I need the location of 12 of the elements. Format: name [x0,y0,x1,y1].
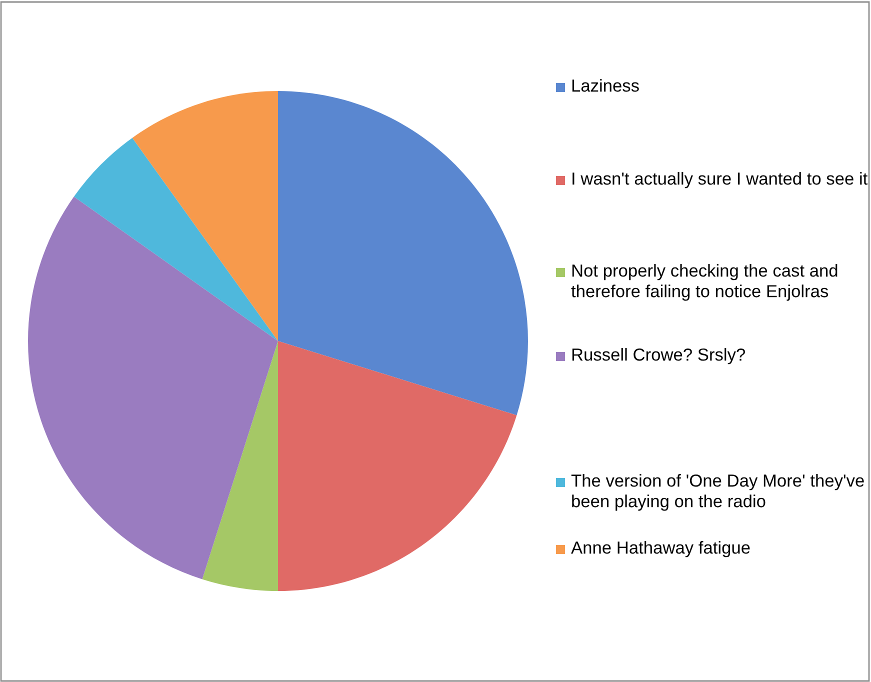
pie-slice [74,138,278,341]
legend-label: Russell Crowe? Srsly? [572,348,745,364]
pie-slice [132,91,278,341]
pie-slice [278,91,528,416]
legend-label: Not properly checking the cast and therefore failing to notice Enjolras [571,264,838,301]
legend-label: I wasn't actually sure I wanted to see it [572,172,868,188]
legend-label: Anne Hathaway fatigue [571,541,750,558]
pie-slice [28,196,278,580]
pie-slice [202,341,278,591]
pie-slice [278,341,517,591]
legend-label: The version of 'One Day More' they've been playing on the radio [571,474,864,511]
legend-label: Laziness [572,79,639,92]
